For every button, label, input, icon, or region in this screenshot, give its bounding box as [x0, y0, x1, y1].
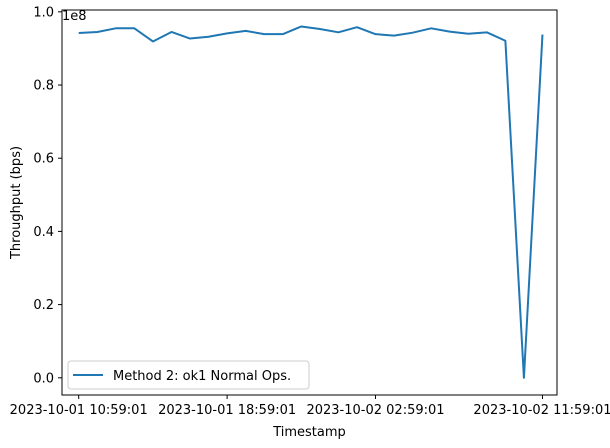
x-axis-label: Timestamp — [272, 425, 346, 440]
x-tick-label: 2023-10-02 02:59:01 — [306, 403, 444, 418]
y-tick-label: 1.0 — [33, 5, 54, 20]
y-tick-label: 0.2 — [33, 298, 54, 313]
y-tick-label: 0.8 — [33, 79, 54, 94]
y-axis-label: Throughput (bps) — [9, 146, 24, 260]
x-axis: 2023-10-01 10:59:01 2023-10-01 18:59:01 20… — [10, 395, 610, 418]
x-tick-label: 2023-10-01 18:59:01 — [158, 403, 296, 418]
x-tick-label: 2023-10-01 10:59:01 — [10, 403, 148, 418]
plot-area-frame — [61, 9, 558, 396]
legend: Method 2: ok1 Normal Ops. — [67, 360, 310, 390]
y-axis: 0.0 0.2 0.4 0.6 0.8 1.0 — [33, 5, 62, 386]
legend-box — [67, 360, 310, 390]
legend-entry-label: Method 2: ok1 Normal Ops. — [113, 369, 291, 384]
y-axis-offset-label: 1e8 — [62, 9, 87, 24]
series-line-0 — [78, 25, 544, 379]
x-tick-label: 2023-10-02 11:59:01 — [473, 403, 610, 418]
y-tick-label: 0.6 — [33, 152, 54, 167]
y-tick-label: 0.4 — [33, 225, 54, 240]
y-tick-label: 0.0 — [33, 371, 54, 386]
